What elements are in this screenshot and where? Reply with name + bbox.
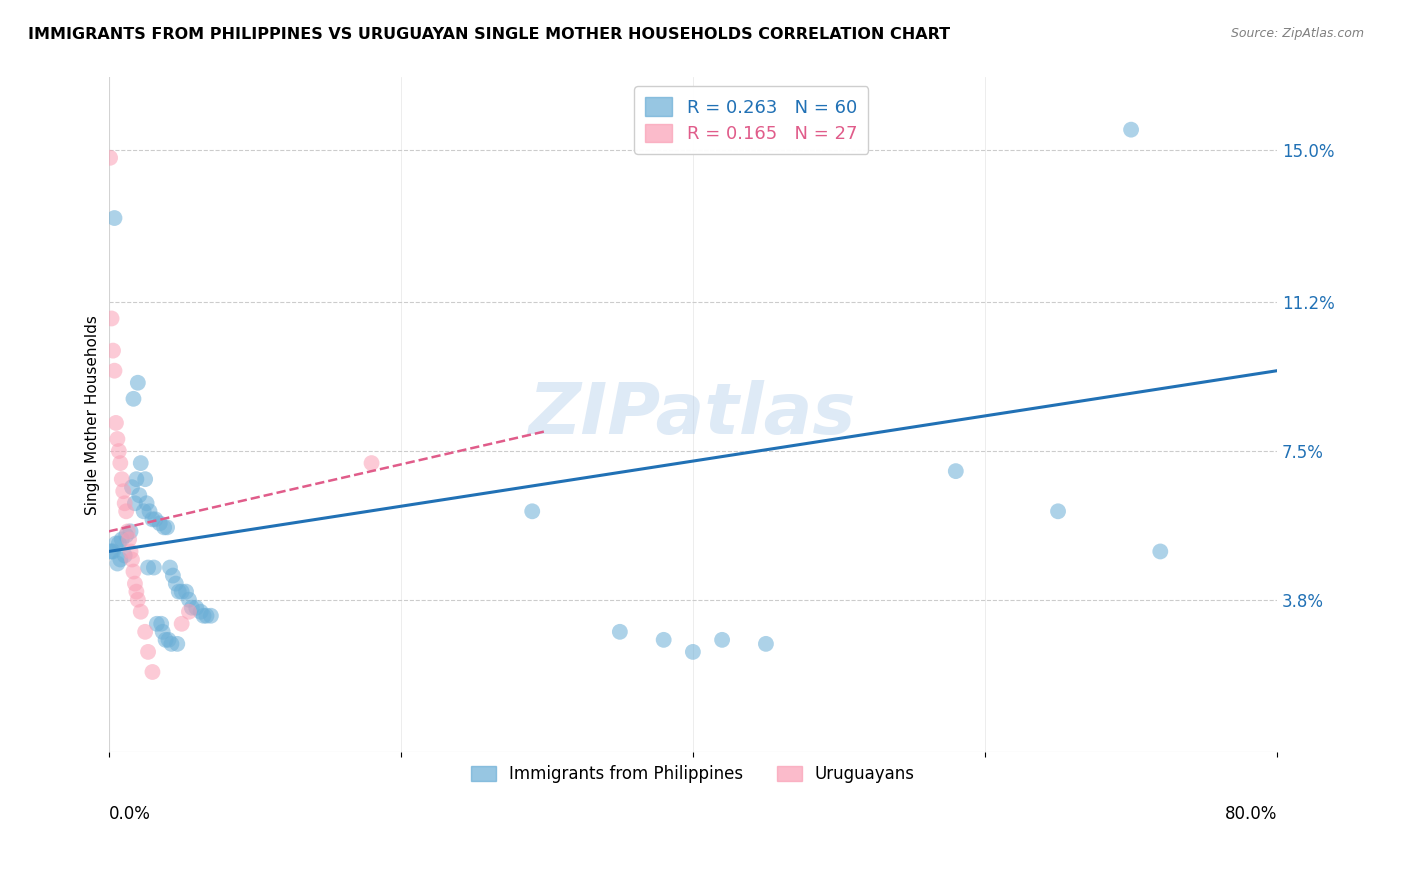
Point [190, 605, 212, 619]
Point [101, 544, 124, 558]
Point [135, 496, 157, 510]
Point [170, 616, 193, 631]
Y-axis label: Single Mother Households: Single Mother Households [86, 315, 100, 515]
Point [110, 552, 132, 566]
Point [200, 608, 222, 623]
Point [174, 584, 197, 599]
Point [193, 608, 215, 623]
Point [125, 584, 148, 599]
Point [132, 504, 155, 518]
Point [360, 456, 382, 470]
Point [167, 584, 190, 599]
Point [522, 504, 544, 518]
Point [134, 472, 156, 486]
Point [150, 616, 173, 631]
Point [124, 576, 146, 591]
Point [100, 544, 122, 558]
Point [117, 524, 139, 539]
Point [652, 632, 675, 647]
Point [104, 416, 127, 430]
Point [153, 520, 176, 534]
Point [120, 544, 142, 558]
Point [111, 472, 134, 486]
Point [136, 560, 159, 574]
Point [115, 528, 138, 542]
Point [129, 605, 152, 619]
Point [138, 504, 160, 518]
Point [755, 637, 778, 651]
Point [146, 616, 169, 631]
Point [103, 211, 125, 225]
Legend: Immigrants from Philippines, Uruguayans: Immigrants from Philippines, Uruguayans [463, 756, 924, 791]
Text: Source: ZipAtlas.com: Source: ZipAtlas.com [1230, 27, 1364, 40]
Point [162, 568, 184, 582]
Point [149, 516, 172, 531]
Point [125, 472, 148, 486]
Text: 80.0%: 80.0% [1225, 805, 1277, 822]
Point [141, 512, 163, 526]
Point [177, 605, 200, 619]
Point [157, 632, 180, 647]
Point [121, 480, 143, 494]
Point [165, 576, 187, 591]
Point [112, 484, 135, 499]
Point [160, 637, 183, 651]
Point [118, 533, 141, 547]
Point [103, 364, 125, 378]
Point [1119, 122, 1142, 136]
Point [104, 536, 127, 550]
Point [152, 624, 174, 639]
Point [945, 464, 967, 478]
Point [124, 496, 146, 510]
Point [166, 637, 188, 651]
Point [711, 632, 734, 647]
Point [136, 645, 159, 659]
Point [98, 151, 121, 165]
Point [127, 376, 149, 390]
Text: ZIPatlas: ZIPatlas [529, 380, 856, 450]
Point [108, 536, 131, 550]
Point [101, 343, 124, 358]
Point [186, 600, 208, 615]
Point [142, 560, 165, 574]
Point [114, 549, 136, 563]
Point [1047, 504, 1070, 518]
Point [609, 624, 631, 639]
Point [177, 592, 200, 607]
Point [100, 311, 122, 326]
Point [108, 444, 131, 458]
Point [159, 560, 181, 574]
Point [180, 600, 202, 615]
Point [129, 456, 152, 470]
Point [195, 608, 218, 623]
Text: IMMIGRANTS FROM PHILIPPINES VS URUGUAYAN SINGLE MOTHER HOUSEHOLDS CORRELATION CH: IMMIGRANTS FROM PHILIPPINES VS URUGUAYAN… [28, 27, 950, 42]
Point [122, 565, 145, 579]
Point [134, 624, 156, 639]
Point [141, 665, 163, 679]
Point [170, 584, 193, 599]
Point [145, 512, 167, 526]
Point [128, 488, 150, 502]
Point [682, 645, 704, 659]
Point [114, 496, 136, 510]
Point [115, 504, 138, 518]
Point [110, 456, 132, 470]
Point [105, 557, 128, 571]
Point [120, 524, 142, 539]
Point [121, 552, 143, 566]
Text: 0.0%: 0.0% [108, 805, 150, 822]
Point [98, 544, 121, 558]
Point [127, 592, 149, 607]
Point [105, 432, 128, 446]
Point [1149, 544, 1171, 558]
Point [111, 533, 134, 547]
Point [156, 520, 179, 534]
Point [122, 392, 145, 406]
Point [155, 632, 177, 647]
